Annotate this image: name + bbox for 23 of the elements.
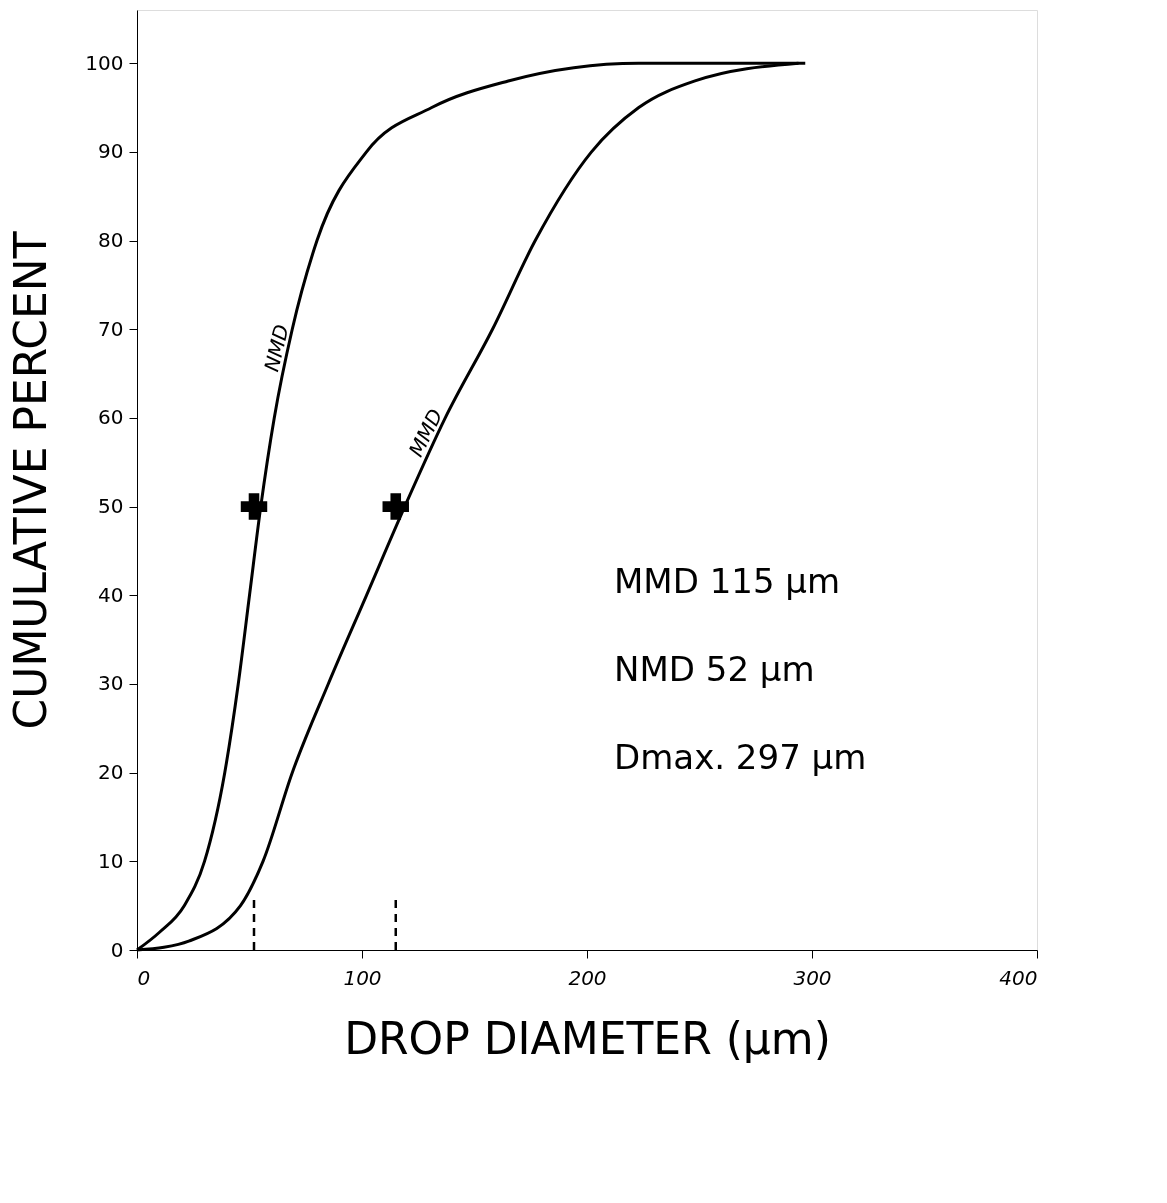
annotation: Dmax. 297 µm (614, 737, 867, 778)
x-axis-title: DROP DIAMETER (µm) (344, 1012, 831, 1064)
text: MMD (403, 405, 448, 461)
x-tick-label: 0 (137, 965, 151, 990)
y-tick-label: 90 (98, 139, 124, 164)
y-tick-label: 0 (110, 937, 124, 962)
y-axis-title: CUMULATIVE PERCENT (5, 231, 57, 730)
text: NMD (259, 322, 294, 375)
annotation: NMD 52 µm (614, 649, 815, 690)
x-tick-label: 300 (793, 965, 832, 990)
y-tick-label: 100 (85, 50, 124, 75)
y-tick-label: 60 (98, 405, 124, 430)
y-tick-label: 20 (98, 760, 124, 785)
y-tick-label: 70 (98, 316, 124, 341)
y-tick-label: 50 (98, 494, 124, 519)
y-tick-label: 10 (98, 848, 124, 873)
x-tick-label: 200 (568, 965, 607, 990)
y-tick-label: 80 (98, 228, 124, 253)
x-tick-label: 400 (999, 965, 1038, 990)
x-tick-label: 100 (343, 965, 382, 990)
y-tick-label: 30 (98, 671, 124, 696)
y-tick-label: 40 (98, 582, 124, 607)
annotation: MMD 115 µm (614, 561, 841, 602)
